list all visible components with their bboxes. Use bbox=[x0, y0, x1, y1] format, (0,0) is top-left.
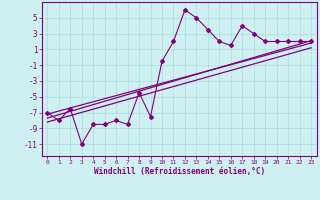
X-axis label: Windchill (Refroidissement éolien,°C): Windchill (Refroidissement éolien,°C) bbox=[94, 167, 265, 176]
